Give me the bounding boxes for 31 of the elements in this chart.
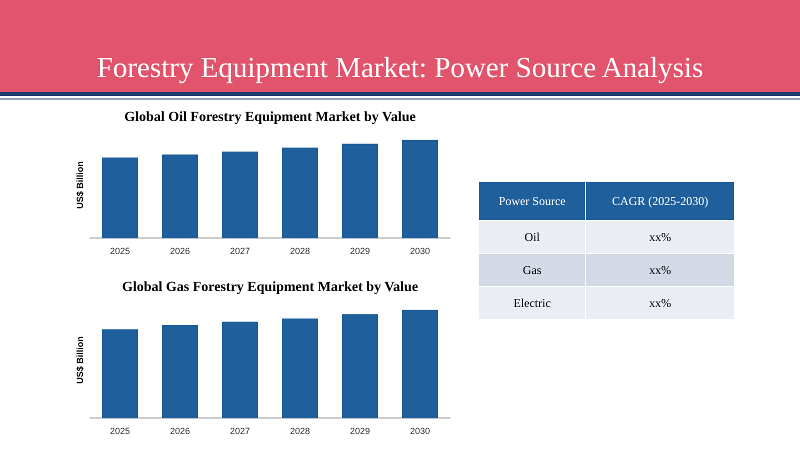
text: Electric	[478, 286, 586, 320]
x-tick-label: 2029	[350, 426, 370, 436]
x-tick-label: 2028	[290, 426, 310, 436]
bar	[222, 322, 258, 418]
x-tick-label: 2026	[170, 426, 190, 436]
text: xx%	[586, 220, 734, 254]
x-tick-label: 2029	[350, 246, 370, 256]
text: xx%	[586, 286, 734, 320]
x-tick-label: 2030	[410, 426, 430, 436]
chart-title: Global Oil Forestry Equipment Market by Value	[124, 110, 416, 126]
x-tick-label: 2027	[230, 426, 250, 436]
x-tick-label: 2027	[230, 246, 250, 256]
y-axis-title: US$ Billion	[75, 160, 85, 211]
text: CAGR (2025-2030)	[586, 182, 734, 220]
bar	[402, 310, 438, 418]
text: Power Source	[478, 182, 586, 220]
text: Gas	[478, 254, 586, 286]
x-tick-label: 2025	[110, 426, 130, 436]
x-tick-label: 2028	[290, 246, 310, 256]
text: xx%	[586, 254, 734, 286]
bar	[102, 329, 138, 418]
x-tick-label: 2025	[110, 246, 130, 256]
text: Forestry Equipment Market: Power Source Analysis	[96, 52, 704, 85]
bar	[162, 324, 198, 418]
x-tick-label: 2026	[170, 246, 190, 256]
chart-title: Global Gas Forestry Equipment Market by Value	[122, 280, 418, 296]
bar	[282, 318, 318, 418]
text: Oil	[478, 220, 586, 254]
bar	[342, 314, 378, 418]
y-axis-title: US$ Billion	[75, 335, 85, 386]
x-tick-label: 2030	[410, 246, 430, 256]
